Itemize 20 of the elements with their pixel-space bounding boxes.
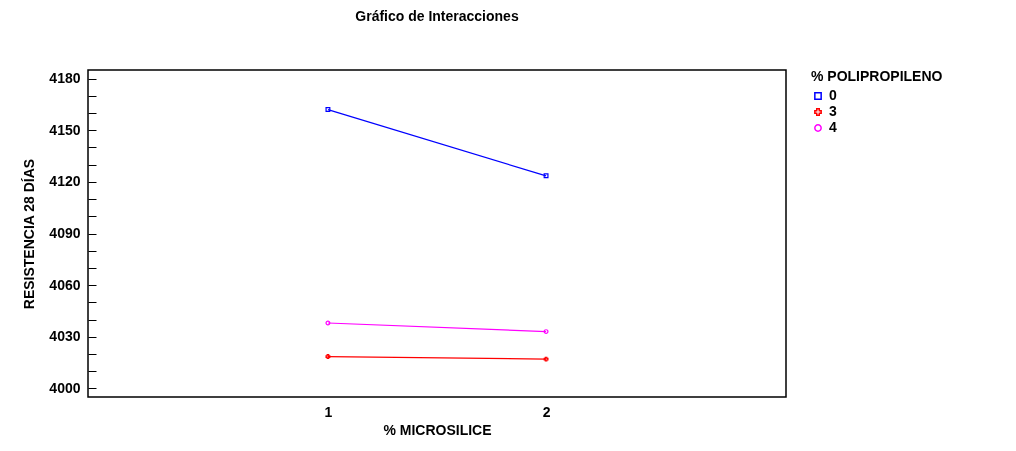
chart-title: Gráfico de Interacciones [355,8,519,24]
legend-label: 4 [829,119,837,135]
x-tick-label: 2 [542,403,551,420]
y-tick-label: 4180 [49,70,81,87]
legend-title: % POLIPROPILENO [811,68,943,84]
y-tick-label: 4060 [49,276,81,293]
point [543,173,549,179]
x-tick-label: 1 [324,403,333,420]
point [325,354,331,360]
y-tick-label: 4000 [49,379,81,396]
point [543,356,549,362]
point [325,107,331,113]
legend-label: 0 [829,87,837,103]
y-axis-title: RESISTENCIA 28 DÍAS [21,158,38,310]
x-axis-title: % MICROSILICE [383,421,492,438]
y-tick-label: 4150 [49,121,81,138]
legend-label: 3 [829,103,837,119]
y-tick-label: 4030 [49,328,81,345]
y-tick-label: 4090 [49,225,81,241]
y-tick-label: 4120 [49,173,81,190]
